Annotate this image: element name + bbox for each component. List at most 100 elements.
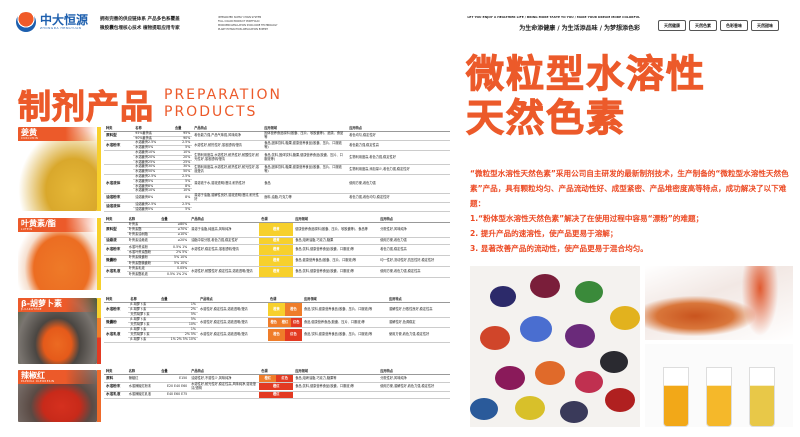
product-spec-name: 水溶姜黄50% [133,169,173,175]
product-spec-name: 水溶叶黄素粉 [126,245,160,251]
product-image: 叶黄素/酯 LUTEIN [18,218,97,291]
color-tone: 橙红 红色 [259,374,294,383]
product-kind: 微囊粉 [104,317,129,329]
table-row: 水溶姜黄5% 5% [104,179,450,185]
product-content: ≥80% [159,222,190,228]
product-content: 2.5% [172,202,193,208]
product-content: E20 E40 E60 [159,382,190,392]
column-header: 名称 [133,126,173,132]
product-content: E40 E60 E75 [159,391,190,400]
product-content: 0.5% 1% [159,245,190,251]
powder-dot [480,326,510,350]
product-content: 8% [172,193,193,203]
color-chips: 橙黄 [259,256,294,266]
color-chip: 橙色 [284,303,302,317]
product-section: 姜黄 CURCUMIN 种类 名称 含量 产品特点 应用领域 应用特点 原料型 95%姜黄素 95%… [18,126,450,213]
powder-dot [560,401,588,424]
product-content: 1% [159,328,198,334]
table-row: 油溶姜黄5% 5% [104,207,450,213]
table-row: β-胡萝卜素 2% [104,307,450,313]
column-header: 应用领域 [301,297,387,304]
product-spec-name: 天然胡萝卜素 [128,322,160,329]
color-chip: 橙黄 [259,237,294,245]
product-features [189,391,260,400]
tagline-line: 微胶囊包埋核心技术 植物提取应用专家 [100,26,180,31]
product-spec-name: 水溶姜黄10% [133,189,173,195]
table-row: 原料 辣椒红 E150 油溶性好,不溶性少,风味纯净 橙红 红色 食品,焙烤油脂,巧克力,糖… [104,374,450,383]
product-spec-name: 叶黄素乳液 [126,266,160,273]
column-header: 种类 [104,217,127,224]
application-field: 健康营养食品原料(胶囊、压片、软胶囊等)、食品等 [293,222,379,238]
color-tone: 橙黄 [259,222,294,238]
column-header: 含量 [159,217,190,224]
headline: 微粒型水溶性 天然色素 [465,52,706,141]
table-header-row: 种类 名称 含量 产品特点 色调 应用领域 应用特点 [104,217,450,224]
product-spec-name: 水溶姜黄2.5% [133,174,173,180]
product-label: β-胡萝卜素 β-CAROTENE [18,298,97,313]
product-accent-bar [97,370,101,423]
application-traits: 生物利用度高,着色力强,稳定性好 [347,150,450,166]
table-row: 天然胡萝卜素 10% [104,322,450,329]
powder-dot [535,361,565,385]
tagline-en-line: PLANT EXTRACTION APPLICATION EXPERT [218,28,268,31]
product-kind: 原料 [104,374,127,383]
color-tone: 橙黄 橙色 [267,302,302,318]
color-tone: 橙红 [259,391,294,400]
product-content: ≥20% [159,237,190,246]
product-table: 种类 名称 含量 产品特点 应用领域 应用特点 原料型 95%姜黄素 95% 着色能力强,产品气味… [104,126,450,213]
powder-dot [530,274,560,298]
product-content: 10% [172,189,193,195]
powder-dot [520,316,552,342]
product-features: 水溶性好,稳定性高,溶液透明/澄清 [197,302,268,318]
table-row: 水溶叶黄素酯粉 2% 5% [104,250,450,257]
product-label: 姜黄 CURCUMIN [18,127,97,141]
color-chips: 橙黄 [259,237,294,245]
column-header: 种类 [104,297,129,304]
application-traits: 着色能力强,稳定性高 [347,140,450,151]
product-features: 水溶性好,稳定性高,溶液透明/澄清 [189,244,260,257]
product-content: 1% [159,302,198,308]
product-spec-name: 天然胡萝卜素 [128,332,160,338]
product-content: 5% 10% [159,255,190,262]
application-field [293,391,379,400]
product-spec-name: 叶黄素微囊粉 [126,255,160,262]
column-header: 产品特点 [189,369,260,376]
application-traits [378,391,450,400]
color-chips: 橙黄 [259,223,294,237]
product-features: 水溶性好,耐热性好,溶液透明/澄清 [192,140,263,151]
product-content: 5% [159,312,198,318]
color-tone: 橙黄 [259,244,294,257]
product-kind: 原料型 [104,131,134,142]
product-kind: 水溶粉末 [104,382,127,392]
table-row: 水溶粉末 水溶辣椒红粉末 E20 E40 E60 水溶性好,耐光性好,稳定性高,风味纯… [104,382,450,392]
color-chip: 橙黄 [259,245,294,256]
company-logo: 中大恒源 ZHONGDA HENGYUAN [16,12,88,32]
color-tone: 橙黄 [259,237,294,246]
powder-splash [740,266,780,340]
application-traits: 使用方便,着色力强,稳定性好 [386,327,450,343]
color-chip: 橙红 [279,317,291,328]
product-spec-name: β-胡萝卜素 [128,307,160,313]
product-spec-name: 叶黄素 [126,222,160,228]
application-traits: 使用方便,着色力强,稳定性高 [378,266,450,278]
table-row: β-胡萝卜素 1% 2% 5% 10% [104,337,450,343]
powder-dot [600,351,628,374]
product-content: 25% [172,160,193,166]
application-field [262,202,348,213]
product-spec-name: β-胡萝卜素 [128,302,160,308]
logo-text-en: ZHONGDA HENGYUAN [40,26,82,30]
table-row: 水溶姜黄30% 30% 生物利用度高,水溶性好,耐热性好,耐光性好,溶液澄清 食品,固… [104,165,450,175]
intro-paragraph: “微粒型水溶性天然色素”采用公司自主研发的最新制剂技术，生产制备的“微粒型水溶性… [470,169,789,208]
application-field: 面料,油脂,巧克力等 [262,193,348,203]
color-chip: 红色 [276,375,294,382]
product-kind [104,164,134,175]
color-chip: 红色 [284,328,302,342]
product-spec-name: 天然胡萝卜素 [128,312,160,318]
column-header: 名称 [126,217,160,224]
product-spec-name: 辣椒红 [126,374,160,383]
application-traits: 均一性好,流动性好,抗压性好,稳定性好 [378,255,450,267]
product-kind: 微囊粉 [104,255,127,267]
product-content: 2% 5% [159,250,190,257]
column-header: 应用领域 [293,369,379,376]
column-header: 应用特点 [378,369,450,376]
